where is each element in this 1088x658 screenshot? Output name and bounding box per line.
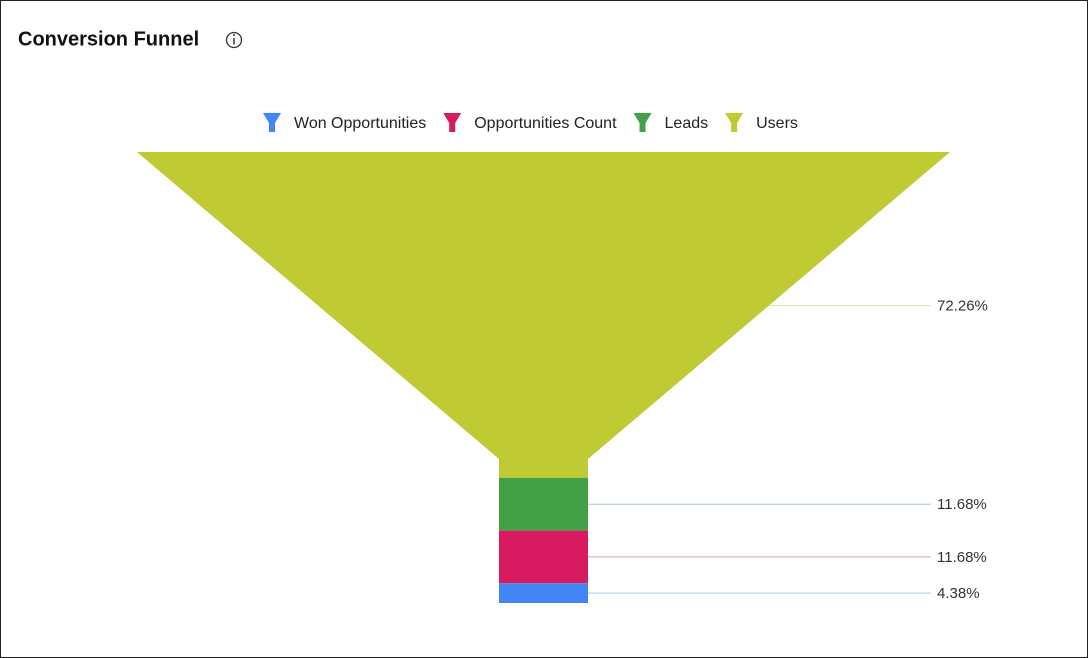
funnel-segment [499,530,588,584]
legend-label: Opportunities Count [474,115,617,132]
info-icon[interactable] [225,31,243,49]
data-label: 11.68% [937,549,987,566]
legend-icon [263,113,281,132]
legend-item[interactable]: Users [725,113,798,132]
data-label: 11.68% [937,496,987,513]
data-label: 72.26% [937,297,988,314]
legend-item[interactable]: Opportunities Count [443,113,617,132]
legend-icon [633,113,652,132]
legend-item[interactable]: Won Opportunities [263,113,426,132]
funnel-segment [499,583,588,603]
legend: Won Opportunities Opportunities Count Lead… [263,113,798,132]
funnel-segment [137,152,950,478]
legend-label: Won Opportunities [294,115,426,132]
legend-icon [725,113,744,132]
legend-label: Leads [665,115,709,132]
funnel: 72.26% 11.68% 11.68% 4.38% [137,152,988,603]
legend-item[interactable]: Leads [633,113,709,132]
funnel-segment [499,477,588,531]
legend-icon [443,113,462,132]
chart-title: Conversion Funnel [18,28,199,50]
legend-label: Users [756,115,798,132]
data-label: 4.38% [937,585,980,602]
